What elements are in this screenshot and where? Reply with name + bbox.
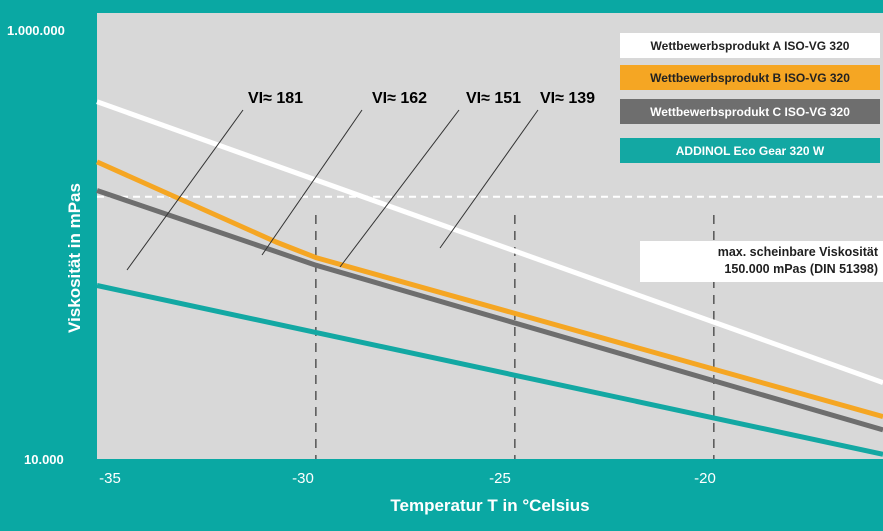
legend-item-addinol: ADDINOL Eco Gear 320 W bbox=[620, 138, 880, 163]
x-tick-label: -30 bbox=[292, 470, 314, 487]
series-line bbox=[96, 99, 883, 385]
series-line bbox=[95, 159, 883, 420]
vi-pointer-line bbox=[126, 109, 244, 271]
vi-label: VI≈ 139 bbox=[540, 90, 596, 107]
legend-item-product-b: Wettbewerbsprodukt B ISO-VG 320 bbox=[620, 65, 880, 90]
series-line bbox=[96, 283, 883, 457]
series-line bbox=[96, 188, 883, 433]
vi-pointer-line bbox=[261, 109, 363, 256]
vi-pointer-line bbox=[439, 109, 539, 249]
vi-label: VI≈ 151 bbox=[466, 90, 522, 107]
vi-label: VI≈ 181 bbox=[248, 90, 304, 107]
y-tick-bottom: 10.000 bbox=[24, 452, 64, 467]
note-line-2: 150.000 mPas (DIN 51398) bbox=[724, 262, 878, 276]
reference-line-note: max. scheinbare Viskosität 150.000 mPas … bbox=[640, 241, 883, 282]
vi-label: VI≈ 162 bbox=[372, 90, 428, 107]
x-axis-title: Temperatur T in °Celsius bbox=[390, 496, 590, 515]
x-tick-label: -35 bbox=[99, 470, 121, 487]
legend-item-product-c: Wettbewerbsprodukt C ISO-VG 320 bbox=[620, 99, 880, 124]
x-tick-label: -20 bbox=[694, 470, 716, 487]
y-tick-top: 1.000.000 bbox=[7, 23, 65, 38]
note-line-1: max. scheinbare Viskosität bbox=[717, 245, 878, 259]
x-tick-label: -25 bbox=[489, 470, 511, 487]
vi-pointer-line bbox=[339, 109, 460, 268]
legend-item-product-a: Wettbewerbsprodukt A ISO-VG 320 bbox=[620, 33, 880, 58]
